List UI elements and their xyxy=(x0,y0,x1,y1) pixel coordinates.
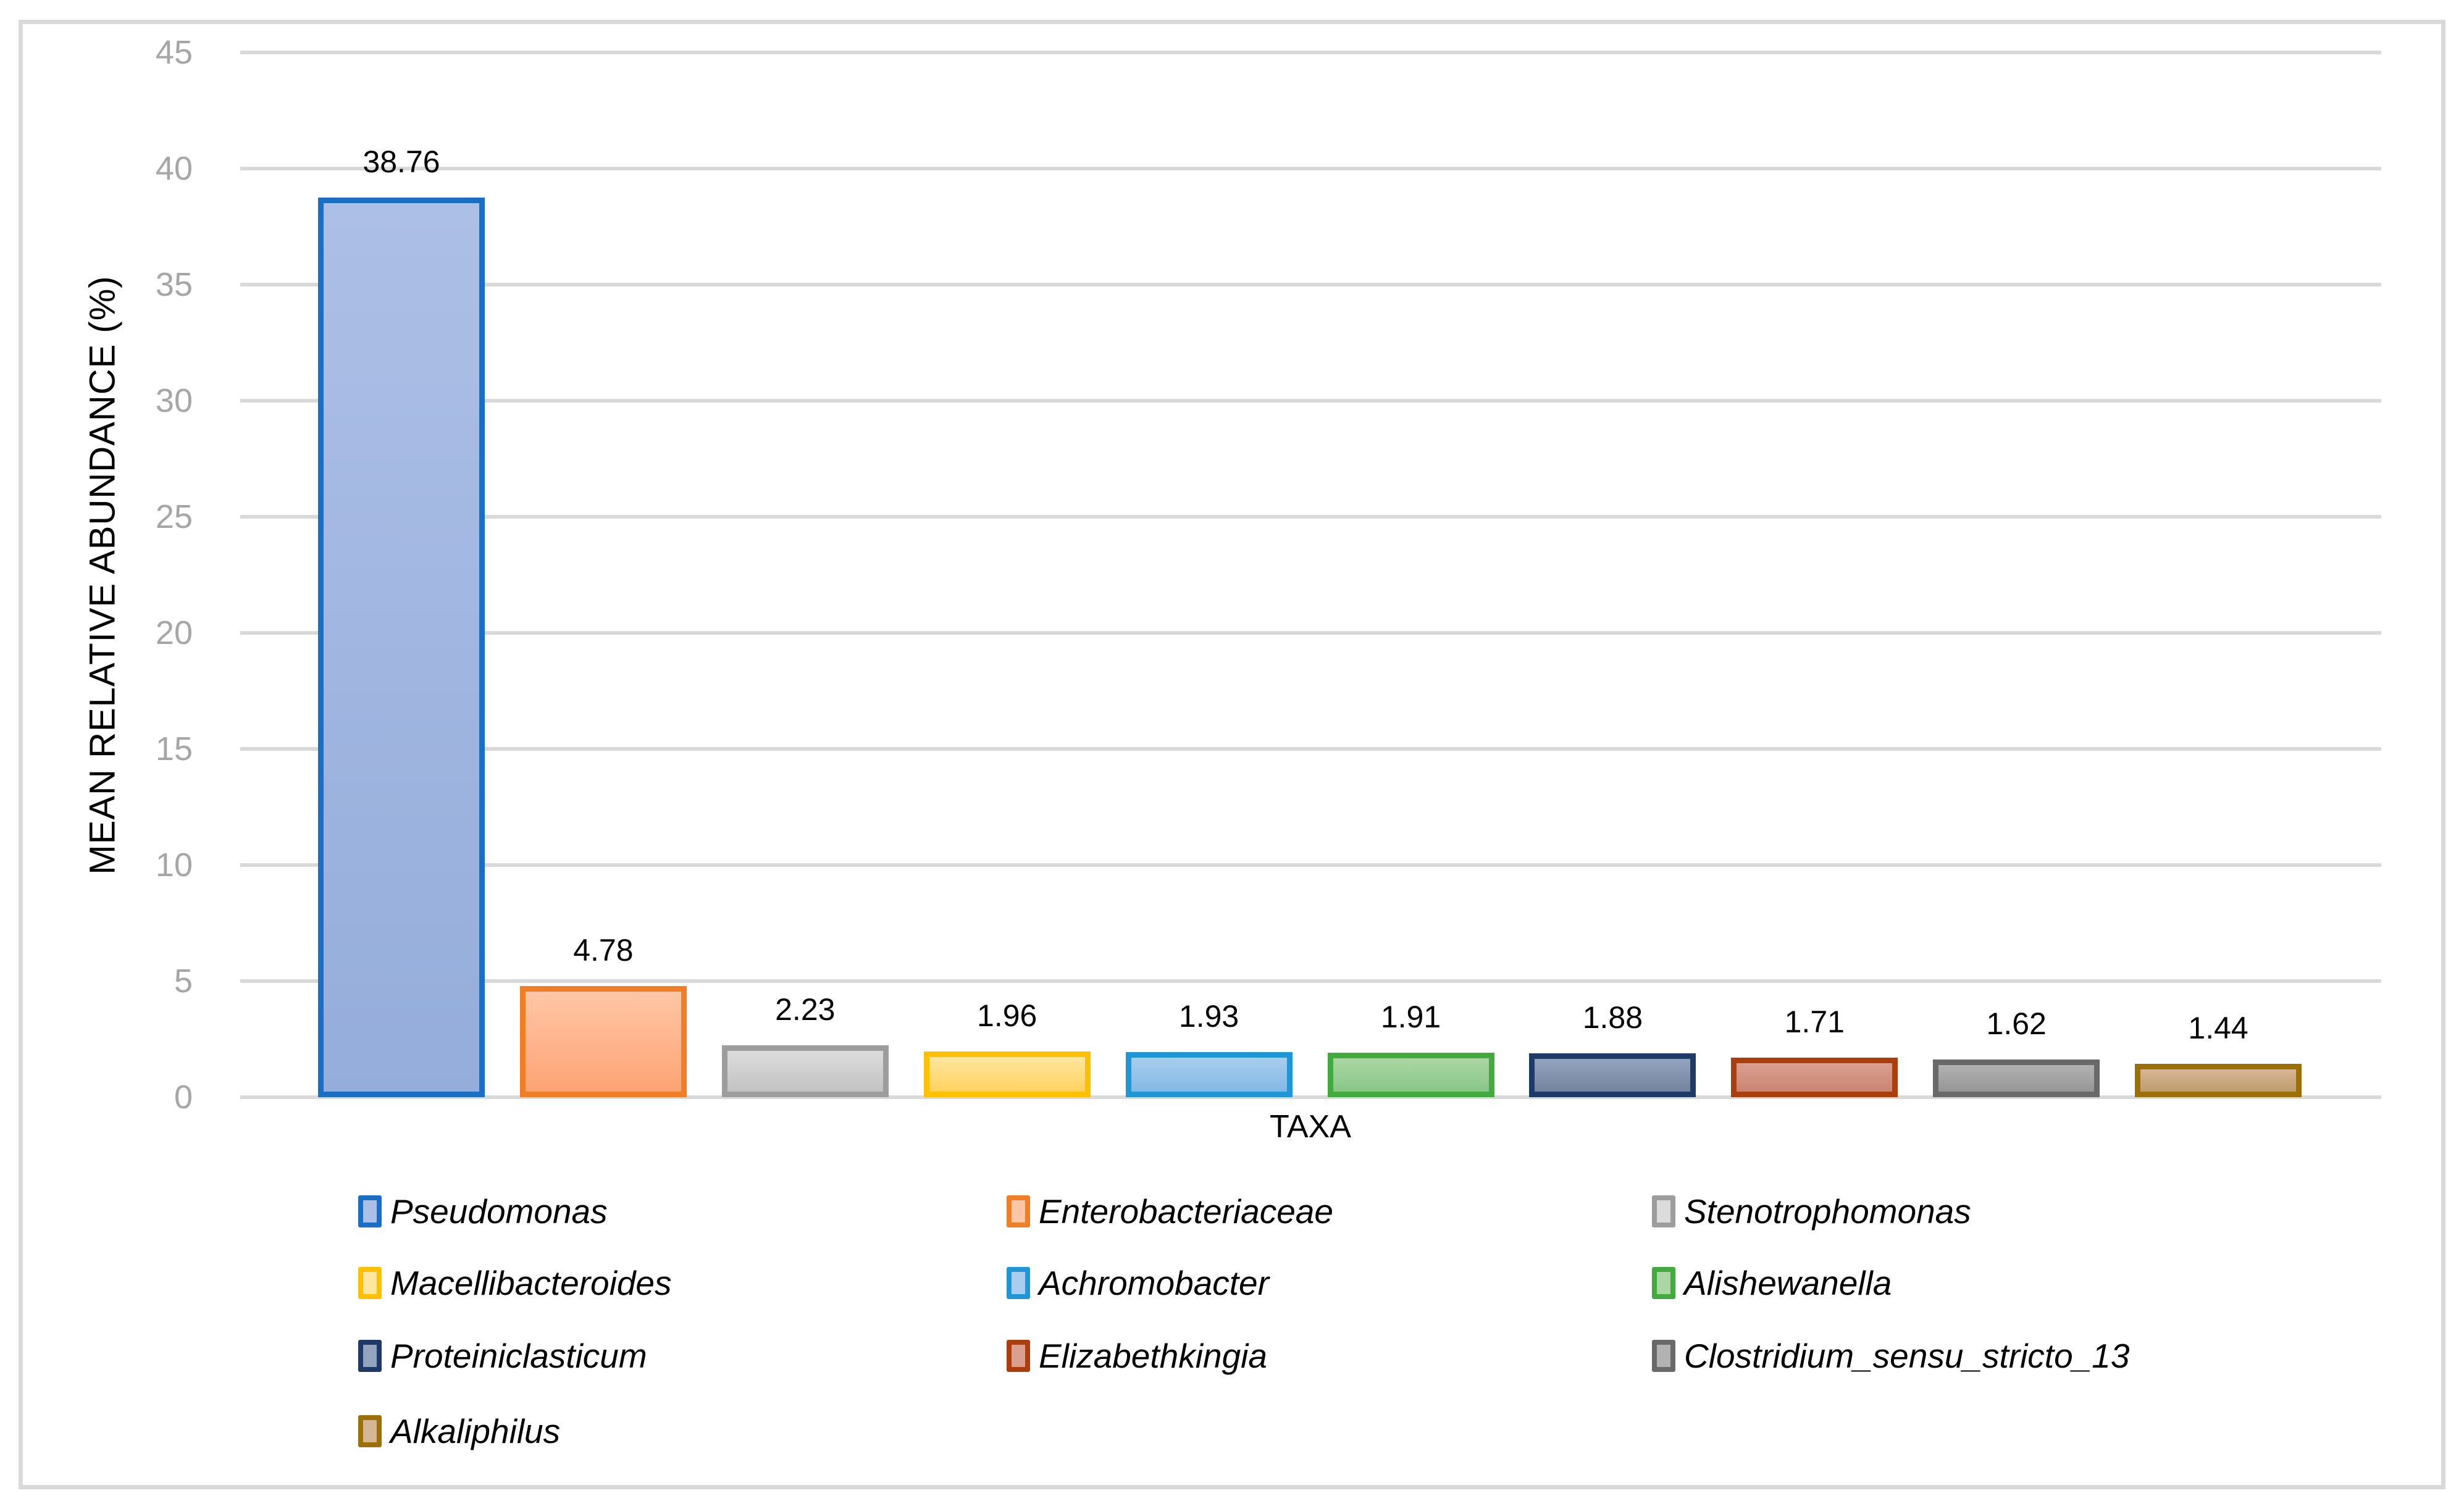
legend-item-Stenotrophomonas[interactable]: Stenotrophomonas xyxy=(1652,1189,1971,1234)
data-label-Clostridium_sensu_stricto_13: 1.62 xyxy=(1986,1006,2047,1042)
legend-swatch-icon xyxy=(1007,1340,1030,1372)
legend-item-Alkaliphilus[interactable]: Alkaliphilus xyxy=(358,1408,560,1454)
gridline-10 xyxy=(240,863,2381,867)
legend-item-Elizabethkingia[interactable]: Elizabethkingia xyxy=(1007,1333,1267,1379)
gridline-20 xyxy=(240,631,2381,635)
bar-Macellibacteroides[interactable] xyxy=(923,1051,1091,1097)
legend-swatch-icon xyxy=(1007,1195,1030,1227)
legend-swatch-icon xyxy=(358,1415,382,1447)
data-label-Alkaliphilus: 1.44 xyxy=(2188,1010,2248,1045)
bar-Alishewanella[interactable] xyxy=(1327,1053,1494,1097)
gridline-5 xyxy=(240,979,2381,983)
gridline-35 xyxy=(240,283,2381,286)
legend-label: Elizabethkingia xyxy=(1039,1337,1267,1375)
x-axis-title: TAXA xyxy=(1270,1109,1351,1145)
data-label-Achromobacter: 1.93 xyxy=(1178,999,1239,1034)
y-tick-label-5: 5 xyxy=(174,963,193,1000)
y-axis-tick-labels: 0 5 10 15 20 25 30 35 40 45 xyxy=(0,34,193,1116)
gridline-45 xyxy=(240,51,2381,54)
legend-swatch-icon xyxy=(1652,1195,1675,1227)
y-tick-label-40: 40 xyxy=(155,150,193,187)
legend-label: Enterobacteriaceae xyxy=(1039,1192,1333,1231)
legend-swatch-icon xyxy=(358,1195,382,1227)
legend-label: Clostridium_sensu_stricto_13 xyxy=(1684,1337,2130,1375)
bar-Enterobacteriaceae[interactable] xyxy=(519,986,687,1097)
legend-item-Pseudomonas[interactable]: Pseudomonas xyxy=(358,1189,608,1234)
bar-Pseudomonas[interactable] xyxy=(318,197,485,1097)
y-tick-label-15: 15 xyxy=(155,730,193,767)
legend-item-Clostridium_sensu_stricto_13[interactable]: Clostridium_sensu_stricto_13 xyxy=(1652,1333,2129,1379)
gridline-40 xyxy=(240,167,2381,170)
data-label-Enterobacteriaceae: 4.78 xyxy=(573,933,634,968)
bar-Stenotrophomonas[interactable] xyxy=(721,1045,889,1097)
bar-Alkaliphilus[interactable] xyxy=(2135,1063,2302,1097)
legend-swatch-icon xyxy=(1652,1267,1675,1299)
legend-label: Alkaliphilus xyxy=(390,1412,561,1450)
legend-label: Proteiniclasticum xyxy=(390,1337,647,1375)
data-label-Pseudomonas: 38.76 xyxy=(362,144,440,179)
legend-swatch-icon xyxy=(1007,1267,1030,1299)
legend-swatch-icon xyxy=(358,1340,382,1372)
gridline-15 xyxy=(240,747,2381,751)
gridline-30 xyxy=(240,399,2381,403)
y-tick-label-20: 20 xyxy=(155,614,193,651)
y-tick-label-35: 35 xyxy=(155,266,193,303)
legend-label: Achromobacter xyxy=(1039,1264,1269,1302)
legend-swatch-icon xyxy=(358,1267,382,1299)
bar-Proteiniclasticum[interactable] xyxy=(1529,1053,1696,1097)
data-label-Elizabethkingia: 1.71 xyxy=(1784,1004,1845,1039)
legend-label: Macellibacteroides xyxy=(390,1264,672,1302)
y-tick-label-10: 10 xyxy=(155,846,193,884)
legend-label: Stenotrophomonas xyxy=(1684,1192,1971,1231)
data-label-Alishewanella: 1.91 xyxy=(1380,1000,1441,1035)
legend-label: Alishewanella xyxy=(1684,1264,1892,1302)
figure-border xyxy=(19,20,2445,1489)
gridline-0 xyxy=(240,1095,2381,1099)
legend-item-Enterobacteriaceae[interactable]: Enterobacteriaceae xyxy=(1007,1189,1333,1234)
data-label-Macellibacteroides: 1.96 xyxy=(977,998,1037,1034)
bar-Elizabethkingia[interactable] xyxy=(1731,1057,1898,1097)
y-tick-label-45: 45 xyxy=(155,34,193,71)
y-tick-label-25: 25 xyxy=(155,498,193,535)
legend-item-Proteiniclasticum[interactable]: Proteiniclasticum xyxy=(358,1333,647,1379)
data-label-Stenotrophomonas: 2.23 xyxy=(775,992,836,1027)
legend-swatch-icon xyxy=(1652,1340,1675,1372)
legend-label: Pseudomonas xyxy=(390,1192,608,1231)
legend-item-Alishewanella[interactable]: Alishewanella xyxy=(1652,1260,1892,1306)
legend-item-Achromobacter[interactable]: Achromobacter xyxy=(1007,1260,1269,1306)
plot-area: 38.76 4.78 2.23 1.96 1.93 1.91 1.88 1.71 1.62 1.4… xyxy=(240,51,2381,1099)
bar-Achromobacter[interactable] xyxy=(1125,1052,1293,1097)
bar-Clostridium_sensu_stricto_13[interactable] xyxy=(1933,1060,2100,1097)
data-label-Proteiniclasticum: 1.88 xyxy=(1582,1000,1643,1035)
y-tick-label-30: 30 xyxy=(155,382,193,419)
gridline-25 xyxy=(240,515,2381,519)
y-tick-label-0: 0 xyxy=(174,1079,193,1116)
legend-item-Macellibacteroides[interactable]: Macellibacteroides xyxy=(358,1260,672,1306)
